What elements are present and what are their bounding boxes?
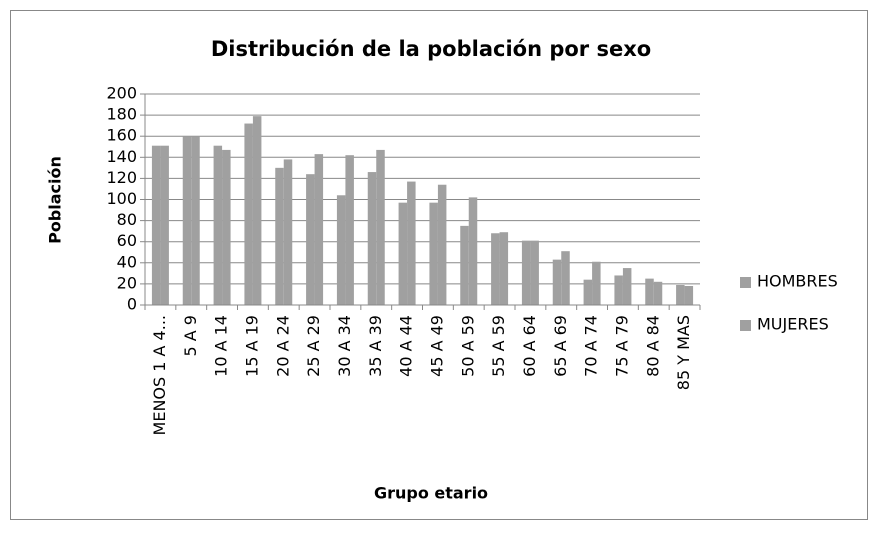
bar <box>367 172 377 305</box>
x-tick-label: 30 A 34 <box>335 315 354 377</box>
bar <box>583 279 593 305</box>
bar <box>552 259 562 305</box>
bar <box>499 232 509 305</box>
bar <box>376 149 385 305</box>
y-tick-label: 60 <box>117 231 137 250</box>
x-tick-label: 60 A 64 <box>520 315 539 377</box>
bar <box>151 145 161 305</box>
bar <box>622 268 632 305</box>
y-tick-label: 120 <box>106 168 137 187</box>
x-tick-label: 85 Y MAS <box>674 315 693 390</box>
y-tick-label: 0 <box>127 295 137 314</box>
bar <box>561 251 570 305</box>
legend-swatch <box>740 320 751 331</box>
x-tick-label: 5 A 9 <box>181 315 200 356</box>
bar <box>676 284 685 305</box>
bar <box>345 155 354 305</box>
y-tick-label: 200 <box>106 84 137 103</box>
x-tick-label: MENOS 1 A 4... <box>150 315 169 435</box>
bar <box>191 136 200 305</box>
x-tick-label: 75 A 79 <box>612 315 631 377</box>
bar <box>468 197 478 305</box>
x-tick-label: 40 A 44 <box>397 315 416 377</box>
y-tick-label: 140 <box>106 147 137 166</box>
bar <box>460 225 469 305</box>
chart-title: Distribución de la población por sexo <box>211 37 651 61</box>
y-tick-label: 160 <box>106 126 137 145</box>
legend-label: HOMBRES <box>757 272 838 291</box>
bar <box>653 281 663 305</box>
bar <box>283 159 293 305</box>
x-tick-label: 80 A 84 <box>643 315 662 377</box>
bar <box>213 145 223 305</box>
x-tick-label: 70 A 74 <box>582 315 601 377</box>
y-tick-label: 20 <box>117 273 137 292</box>
bar <box>275 167 284 305</box>
bar <box>182 136 192 305</box>
bar <box>398 202 408 305</box>
bar <box>407 181 416 305</box>
bar <box>252 116 262 305</box>
bar <box>160 145 169 305</box>
bar <box>314 154 324 305</box>
bar <box>437 184 447 305</box>
x-tick-label: 15 A 19 <box>242 315 261 377</box>
legend-label: MUJERES <box>757 315 829 334</box>
bar <box>645 278 654 305</box>
bar <box>491 233 500 305</box>
bar <box>306 174 315 305</box>
bar <box>530 240 539 305</box>
bar <box>521 240 531 305</box>
x-tick-label: 20 A 24 <box>273 315 292 377</box>
bar <box>429 202 438 305</box>
bar <box>592 261 601 305</box>
x-tick-label: 25 A 29 <box>304 315 323 377</box>
legend-swatch <box>740 277 751 288</box>
x-tick-label: 50 A 59 <box>458 315 477 377</box>
x-tick-label: 45 A 49 <box>427 315 446 377</box>
bar <box>244 123 253 305</box>
x-tick-label: 10 A 14 <box>212 315 231 377</box>
y-axis-title: Población <box>46 156 65 244</box>
x-tick-label: 55 A 59 <box>489 315 508 377</box>
x-tick-label: 35 A 39 <box>366 315 385 377</box>
y-tick-label: 100 <box>106 189 137 208</box>
bar <box>614 275 623 305</box>
y-tick-label: 180 <box>106 105 137 124</box>
y-tick-label: 40 <box>117 252 137 271</box>
y-tick-label: 80 <box>117 210 137 229</box>
x-tick-label: 65 A 69 <box>551 315 570 377</box>
bar <box>222 149 231 305</box>
x-axis-title: Grupo etario <box>374 484 488 503</box>
bar <box>684 286 694 305</box>
bar <box>336 195 346 305</box>
